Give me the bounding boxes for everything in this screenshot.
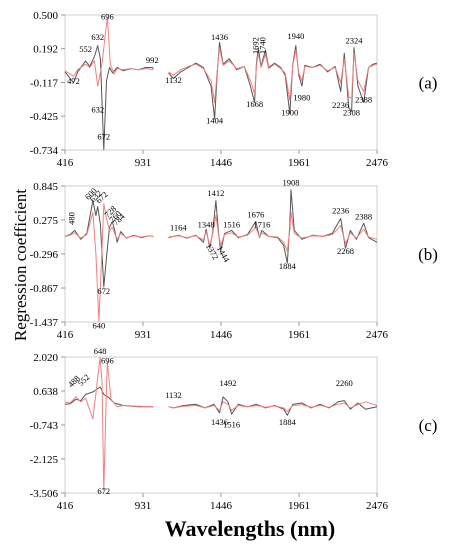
peak-label: 472 — [67, 76, 80, 86]
y-tick-label: -0.743 — [30, 420, 59, 432]
panels: 416 931 1446 1961 2476 0.500 0.192 -0.117 -0.425… — [30, 10, 438, 512]
series-line-2 — [64, 357, 154, 491]
peak-label: 632 — [91, 104, 104, 114]
peak-label: 1908 — [282, 178, 299, 188]
x-tick-label: 931 — [135, 500, 152, 512]
peak-label: 672 — [97, 486, 110, 496]
peak-label: 1692 — [250, 37, 260, 54]
peak-label: 1884 — [279, 261, 297, 271]
x-tick-label: 1446 — [210, 500, 233, 512]
peak-label: 1980 — [293, 92, 310, 102]
peak-label: 2308 — [343, 108, 360, 118]
y-tick-label: 0.192 — [33, 44, 58, 56]
panel-label: (c) — [419, 416, 438, 435]
peak-label: 1940 — [287, 31, 304, 41]
series-line-2 — [64, 203, 154, 323]
x-tick-label: 931 — [135, 157, 152, 169]
peak-label: 1412 — [207, 188, 224, 198]
peak-label: 2260 — [336, 378, 353, 388]
chart-panel-1: 416 931 1446 1961 2476 0.500 0.192 -0.117 -0.425… — [30, 10, 438, 169]
y-tick-label: -3.506 — [30, 488, 59, 500]
peak-label: 696 — [101, 356, 114, 366]
x-tick-label: 416 — [57, 329, 74, 341]
peak-label: 1436 — [211, 417, 228, 427]
y-axis-label: Regression coefficient — [11, 189, 30, 341]
peak-label: 672 — [97, 286, 110, 296]
y-tick-label: 0.500 — [33, 10, 58, 22]
peak-label: 640 — [93, 321, 106, 331]
y-tick-label: -0.867 — [30, 283, 59, 295]
y-tick-label: 0.275 — [33, 215, 58, 227]
series-line-2 — [168, 47, 378, 103]
chart-panel-3: 416 931 1446 1961 2476 2.020 0.638 -0.743 -2.125… — [30, 346, 438, 512]
y-tick-label: -0.734 — [30, 145, 59, 157]
peak-label: 672 — [97, 132, 110, 142]
y-tick-label: 2.020 — [33, 352, 58, 364]
peak-label: 648 — [94, 346, 107, 356]
x-tick-label: 1446 — [210, 157, 233, 169]
peak-label: 2236 — [332, 206, 349, 216]
series-line-2 — [64, 16, 154, 87]
x-tick-label: 2476 — [366, 329, 389, 341]
peak-label: 1132 — [165, 390, 182, 400]
peak-label: 2268 — [337, 246, 354, 256]
plot-frame — [64, 14, 378, 151]
y-tick-label: 0.638 — [33, 386, 58, 398]
y-tick-label: -0.425 — [30, 111, 59, 123]
x-tick-label: 2476 — [366, 500, 389, 512]
peak-label: 1164 — [170, 222, 187, 232]
peak-label: 1668 — [246, 99, 263, 109]
x-tick-label: 1446 — [210, 329, 233, 341]
x-axis-label: Wavelengths (nm) — [165, 516, 336, 541]
peak-label: 1516 — [223, 420, 240, 430]
plot-frame — [64, 356, 378, 494]
y-tick-label: -0.296 — [30, 249, 59, 261]
panel-label: (a) — [419, 74, 438, 93]
series-line-1 — [168, 41, 378, 120]
y-tick-label: 0.845 — [33, 181, 58, 193]
peak-label: 2324 — [345, 35, 363, 45]
series-line-1 — [168, 189, 378, 264]
peak-label: 696 — [101, 11, 114, 21]
series-line-2 — [168, 401, 378, 413]
x-tick-label: 1961 — [288, 329, 310, 341]
peak-label: 1132 — [165, 75, 182, 85]
peak-label: 1884 — [279, 417, 297, 427]
x-tick-label: 2476 — [366, 157, 389, 169]
peak-label: 1716 — [253, 219, 270, 229]
peak-label: 1492 — [219, 378, 236, 388]
peak-label: 992 — [146, 55, 159, 65]
peak-label: 1436 — [211, 32, 228, 42]
x-tick-label: 416 — [57, 157, 74, 169]
x-tick-label: 1961 — [288, 500, 310, 512]
peak-label: 1348 — [198, 219, 215, 229]
peak-label: 1404 — [206, 115, 224, 125]
plot-frame — [64, 185, 378, 323]
x-tick-label: 931 — [135, 329, 152, 341]
peak-label: 632 — [91, 32, 104, 42]
y-tick-label: -1.437 — [30, 317, 59, 329]
peak-label: 552 — [79, 44, 92, 54]
peak-label: 2388 — [355, 95, 372, 105]
x-tick-label: 1961 — [288, 157, 310, 169]
peak-label: 2236 — [332, 100, 349, 110]
panel-label: (b) — [418, 245, 438, 264]
peak-label: 1900 — [281, 108, 298, 118]
peak-label: 2388 — [355, 212, 372, 222]
peak-label: 480 — [67, 212, 77, 225]
y-tick-label: -2.125 — [30, 454, 59, 466]
peak-label: 1516 — [223, 219, 240, 229]
peak-label: 1740 — [258, 37, 268, 54]
chart-panel-2: 416 931 1446 1961 2476 0.845 0.275 -0.296 -0.867… — [30, 178, 438, 341]
x-tick-label: 416 — [57, 500, 74, 512]
series-line-2 — [168, 212, 378, 252]
y-tick-label: -0.117 — [30, 78, 59, 90]
peak-label: 1676 — [247, 209, 264, 219]
